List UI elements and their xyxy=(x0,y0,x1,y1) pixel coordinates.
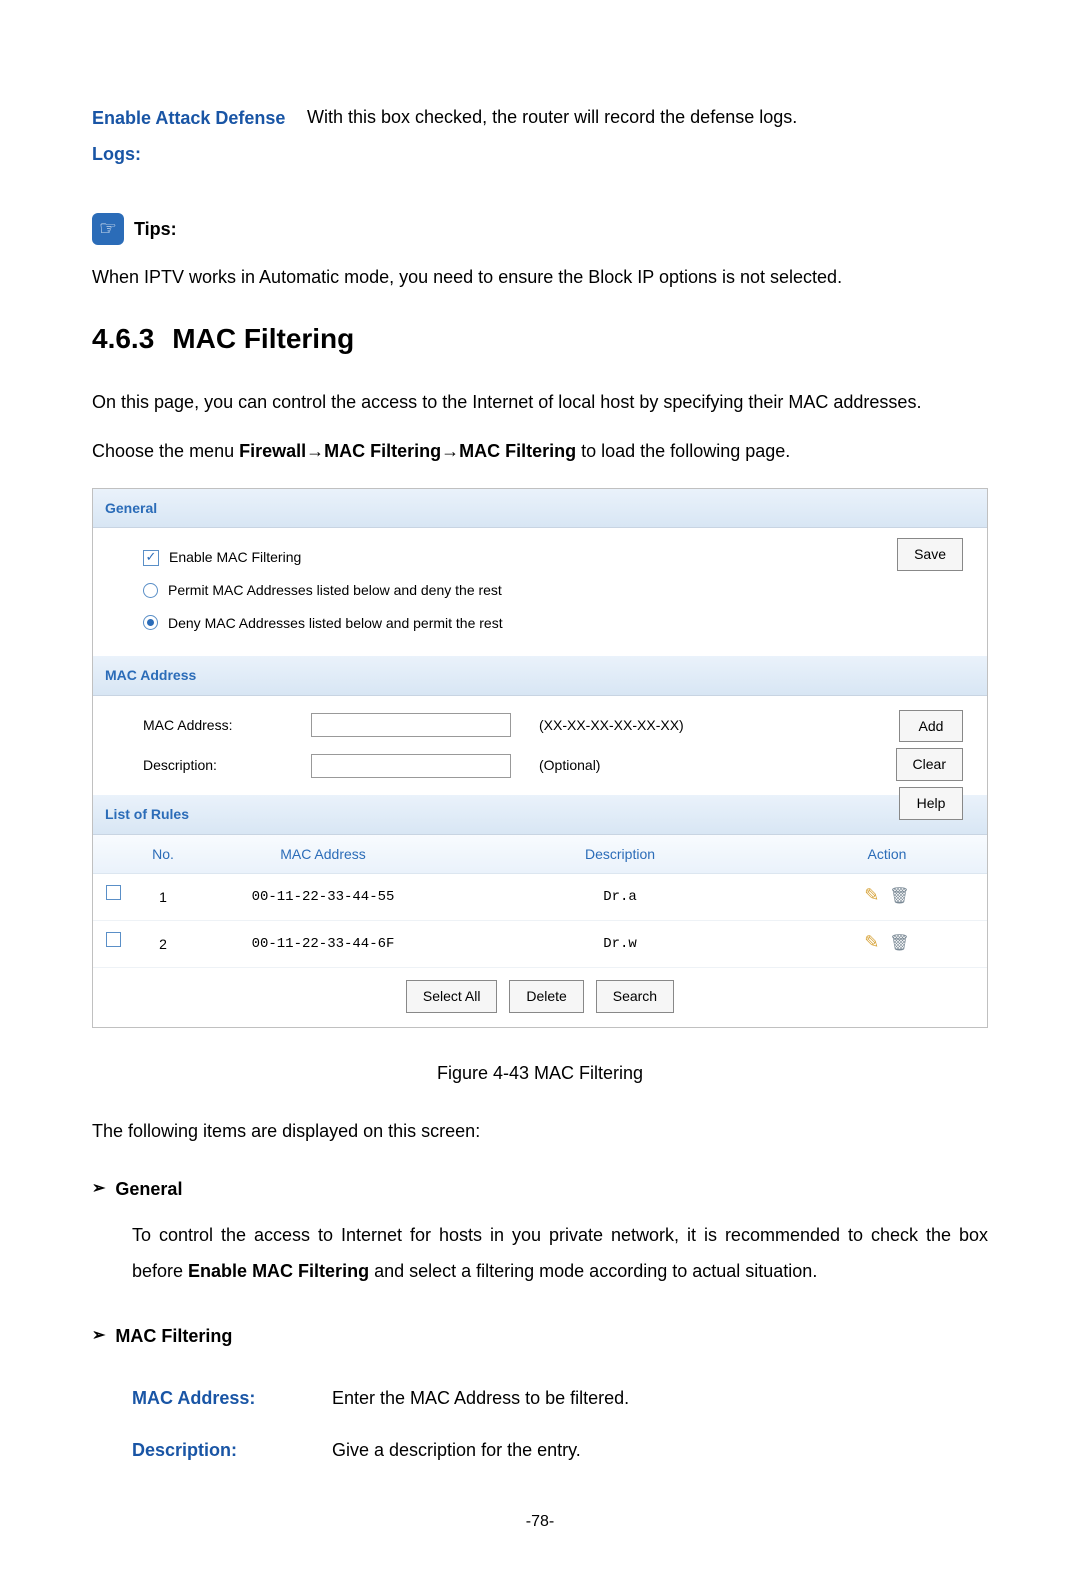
description-hint: (Optional) xyxy=(539,752,759,779)
row-desc: Dr.w xyxy=(453,921,787,968)
description-label: Description: xyxy=(143,752,303,779)
menu-path-prefix: Choose the menu xyxy=(92,441,239,461)
intro-text: On this page, you can control the access… xyxy=(92,384,988,420)
tips-label: Tips: xyxy=(134,212,177,246)
delete-icon[interactable]: 🗑 xyxy=(889,929,909,959)
rules-header-row: No. MAC Address Description Action xyxy=(93,835,987,874)
tips-text: When IPTV works in Automatic mode, you n… xyxy=(92,260,988,294)
general-text-post: and select a filtering mode according to… xyxy=(369,1261,817,1281)
menu-path-bold: Firewall→MAC Filtering→MAC Filtering xyxy=(239,441,576,461)
mac-address-label: MAC Address: xyxy=(143,712,303,739)
description-field-row: Description: Give a description for the … xyxy=(132,1433,988,1467)
row-checkbox[interactable] xyxy=(106,932,121,947)
definition-text: With this box checked, the router will r… xyxy=(307,100,988,172)
definition-row: Enable Attack Defense Logs: With this bo… xyxy=(92,100,988,172)
col-mac: MAC Address xyxy=(193,835,453,874)
edit-icon[interactable]: ✎ xyxy=(864,880,879,914)
search-button[interactable]: Search xyxy=(596,980,674,1013)
section-heading: 4.6.3 MAC Filtering xyxy=(92,312,988,365)
mac-filtering-heading: MAC Filtering xyxy=(115,1319,232,1353)
add-button[interactable]: Add xyxy=(899,710,963,743)
rules-button-row: Select All Delete Search xyxy=(93,968,987,1027)
tips-row: ☞ Tips: xyxy=(92,212,988,246)
enable-mac-filtering-checkbox[interactable]: ✓ xyxy=(143,550,159,566)
general-text-bold: Enable MAC Filtering xyxy=(188,1261,369,1281)
general-body: ✓ Enable MAC Filtering Permit MAC Addres… xyxy=(93,528,987,656)
enable-mac-filtering-label: Enable MAC Filtering xyxy=(169,544,301,571)
page-number: -78- xyxy=(92,1507,988,1537)
section-title: MAC Filtering xyxy=(172,323,354,354)
row-checkbox[interactable] xyxy=(106,885,121,900)
permit-radio-label: Permit MAC Addresses listed below and de… xyxy=(168,577,502,604)
table-row: 1 00-11-22-33-44-55 Dr.a ✎ 🗑 xyxy=(93,874,987,921)
clear-button[interactable]: Clear xyxy=(896,748,963,781)
general-bullet: ➢ General xyxy=(92,1172,988,1206)
mac-address-field-text: Enter the MAC Address to be filtered. xyxy=(332,1381,629,1415)
general-header: General xyxy=(93,489,987,529)
help-button[interactable]: Help xyxy=(899,787,963,820)
menu-path-suffix: to load the following page. xyxy=(576,441,790,461)
menu-path: Choose the menu Firewall→MAC Filtering→M… xyxy=(92,434,988,468)
mac-address-input[interactable] xyxy=(311,713,511,737)
delete-button[interactable]: Delete xyxy=(509,980,583,1013)
followup-text: The following items are displayed on thi… xyxy=(92,1114,988,1148)
description-input[interactable] xyxy=(311,754,511,778)
row-mac: 00-11-22-33-44-55 xyxy=(193,874,453,921)
arrow-icon: ➢ xyxy=(92,1321,105,1351)
mac-filtering-bullet: ➢ MAC Filtering xyxy=(92,1319,988,1353)
delete-icon[interactable]: 🗑 xyxy=(889,882,909,912)
arrow-icon: ➢ xyxy=(92,1174,105,1204)
select-all-button[interactable]: Select All xyxy=(406,980,498,1013)
row-no: 1 xyxy=(133,874,193,921)
general-description: To control the access to Internet for ho… xyxy=(132,1217,988,1289)
deny-radio[interactable] xyxy=(143,615,158,630)
mac-filtering-screenshot: General ✓ Enable MAC Filtering Permit MA… xyxy=(92,488,988,1028)
figure-caption: Figure 4-43 MAC Filtering xyxy=(92,1056,988,1090)
definition-label: Enable Attack Defense Logs: xyxy=(92,100,307,172)
mac-address-field-row: MAC Address: Enter the MAC Address to be… xyxy=(132,1381,988,1415)
col-desc: Description xyxy=(453,835,787,874)
rules-table: No. MAC Address Description Action 1 00-… xyxy=(93,835,987,969)
permit-radio[interactable] xyxy=(143,583,158,598)
list-of-rules-header: List of Rules xyxy=(93,795,987,835)
edit-icon[interactable]: ✎ xyxy=(864,927,879,961)
row-no: 2 xyxy=(133,921,193,968)
col-action: Action xyxy=(787,835,987,874)
pointing-hand-icon: ☞ xyxy=(92,213,124,245)
general-heading: General xyxy=(115,1172,182,1206)
mac-address-body: MAC Address: (XX-XX-XX-XX-XX-XX) Descrip… xyxy=(93,696,987,795)
description-field-label: Description: xyxy=(132,1433,332,1467)
table-row: 2 00-11-22-33-44-6F Dr.w ✎ 🗑 xyxy=(93,921,987,968)
mac-address-header: MAC Address xyxy=(93,656,987,696)
mac-address-hint: (XX-XX-XX-XX-XX-XX) xyxy=(539,712,759,739)
row-desc: Dr.a xyxy=(453,874,787,921)
col-no: No. xyxy=(133,835,193,874)
row-mac: 00-11-22-33-44-6F xyxy=(193,921,453,968)
description-field-text: Give a description for the entry. xyxy=(332,1433,581,1467)
deny-radio-label: Deny MAC Addresses listed below and perm… xyxy=(168,610,503,637)
save-button[interactable]: Save xyxy=(897,538,963,571)
section-number: 4.6.3 xyxy=(92,323,154,354)
mac-address-field-label: MAC Address: xyxy=(132,1381,332,1415)
